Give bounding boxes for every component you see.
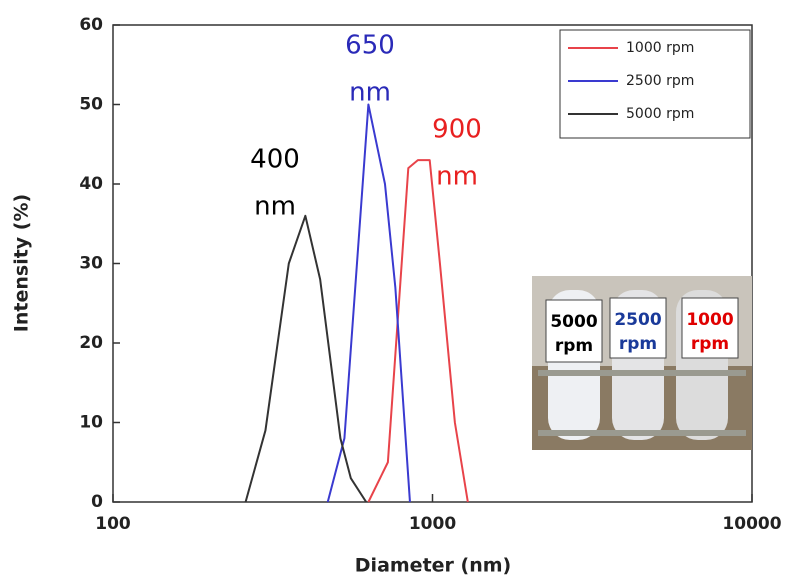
annotation: nm xyxy=(254,192,296,222)
y-tick-label: 60 xyxy=(79,15,103,35)
x-tick-label: 100 xyxy=(95,514,131,534)
annotation: 650 xyxy=(345,31,395,61)
annotation: nm xyxy=(436,162,478,192)
inset-photo xyxy=(532,276,752,450)
legend-label: 5000 rpm xyxy=(626,106,694,122)
y-tick-label: 50 xyxy=(79,95,103,115)
data-line xyxy=(367,159,469,503)
y-tick-label: 30 xyxy=(79,254,103,274)
data-line xyxy=(326,103,411,503)
y-tick-label: 40 xyxy=(79,174,103,194)
x-axis-label: Diameter (nm) xyxy=(355,555,511,577)
inset-label: rpm xyxy=(555,336,593,356)
legend-label: 1000 rpm xyxy=(626,40,694,56)
legend-label: 2500 rpm xyxy=(626,73,694,89)
inset-label: 5000 xyxy=(550,312,597,332)
y-axis-label: Intensity (%) xyxy=(11,194,33,332)
inset-label: 1000 xyxy=(686,310,733,330)
y-tick-label: 0 xyxy=(91,492,103,512)
annotation: 900 xyxy=(432,115,482,145)
x-tick-label: 1000 xyxy=(409,514,456,534)
inset-label: rpm xyxy=(691,334,729,354)
inset-label: rpm xyxy=(619,334,657,354)
data-line xyxy=(244,214,368,503)
x-tick-label: 10000 xyxy=(722,514,781,534)
inset-label: 2500 xyxy=(614,310,661,330)
y-tick-label: 20 xyxy=(79,333,103,353)
y-tick-label: 10 xyxy=(79,413,103,433)
annotation: nm xyxy=(349,78,391,108)
annotation: 400 xyxy=(250,145,300,175)
